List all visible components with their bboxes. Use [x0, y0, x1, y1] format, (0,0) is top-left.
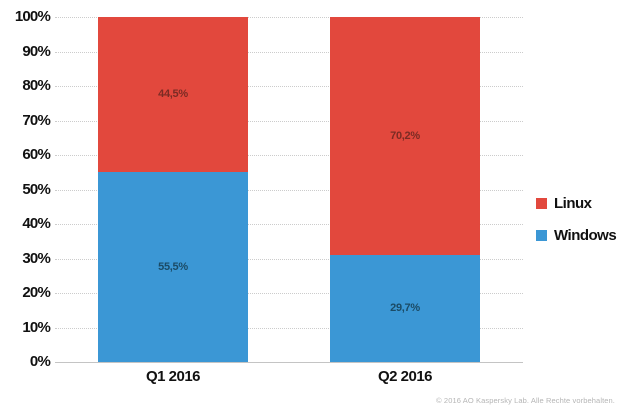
gridline [55, 293, 523, 294]
bar-q1-2016: 44,5% 55,5% [98, 17, 248, 362]
x-axis-category-label: Q2 2016 [377, 368, 433, 385]
y-axis-tick-label: 40% [22, 215, 50, 232]
y-axis-tick-label: 70% [22, 111, 50, 129]
legend-swatch-linux [536, 198, 547, 209]
y-axis-tick-label: 0% [29, 353, 51, 370]
segment-value-label: 70,2% [390, 129, 420, 142]
plot-area: 44,5% 55,5% 70,2% 29,7% [55, 17, 523, 363]
legend-item-windows: Windows [536, 227, 617, 244]
y-axis-tick-label: 90% [22, 42, 50, 60]
copyright-text: © 2016 AO Kaspersky Lab. Alle Rechte vor… [436, 396, 615, 405]
gridline [55, 86, 523, 87]
segment-value-label: 55,5% [158, 260, 188, 273]
y-axis-tick-label: 80% [22, 77, 50, 94]
legend-label: Windows [554, 227, 617, 244]
gridline [55, 189, 523, 191]
segment-linux: 70,2% [330, 17, 480, 255]
legend-item-linux: Linux [536, 195, 616, 212]
y-axis-tick-label: 60% [22, 146, 50, 163]
y-axis-tick-label: 10% [22, 318, 50, 336]
bar-q2-2016: 70,2% 29,7% [330, 17, 480, 362]
gridline [55, 258, 523, 260]
gridline [55, 327, 523, 329]
gridline [55, 51, 523, 53]
gridline [55, 120, 523, 122]
segment-windows: 55,5% [98, 171, 248, 362]
legend-label: Linux [554, 195, 592, 212]
gridline [55, 224, 523, 225]
y-axis-tick-label: 20% [22, 284, 50, 301]
gridline [55, 362, 523, 363]
segment-windows: 29,7% [330, 254, 480, 362]
y-axis-tick-label: 100% [14, 8, 51, 25]
gridline [55, 155, 523, 156]
y-axis-tick-label: 50% [22, 180, 50, 198]
legend: Linux Windows [536, 195, 617, 260]
gridline [55, 17, 523, 18]
y-axis-tick-label: 30% [22, 249, 50, 267]
segment-value-label: 44,5% [158, 88, 188, 101]
legend-swatch-windows [536, 230, 547, 241]
segment-value-label: 29,7% [390, 302, 420, 315]
segment-linux: 44,5% [98, 17, 248, 172]
x-axis-category-label: Q1 2016 [145, 368, 201, 385]
